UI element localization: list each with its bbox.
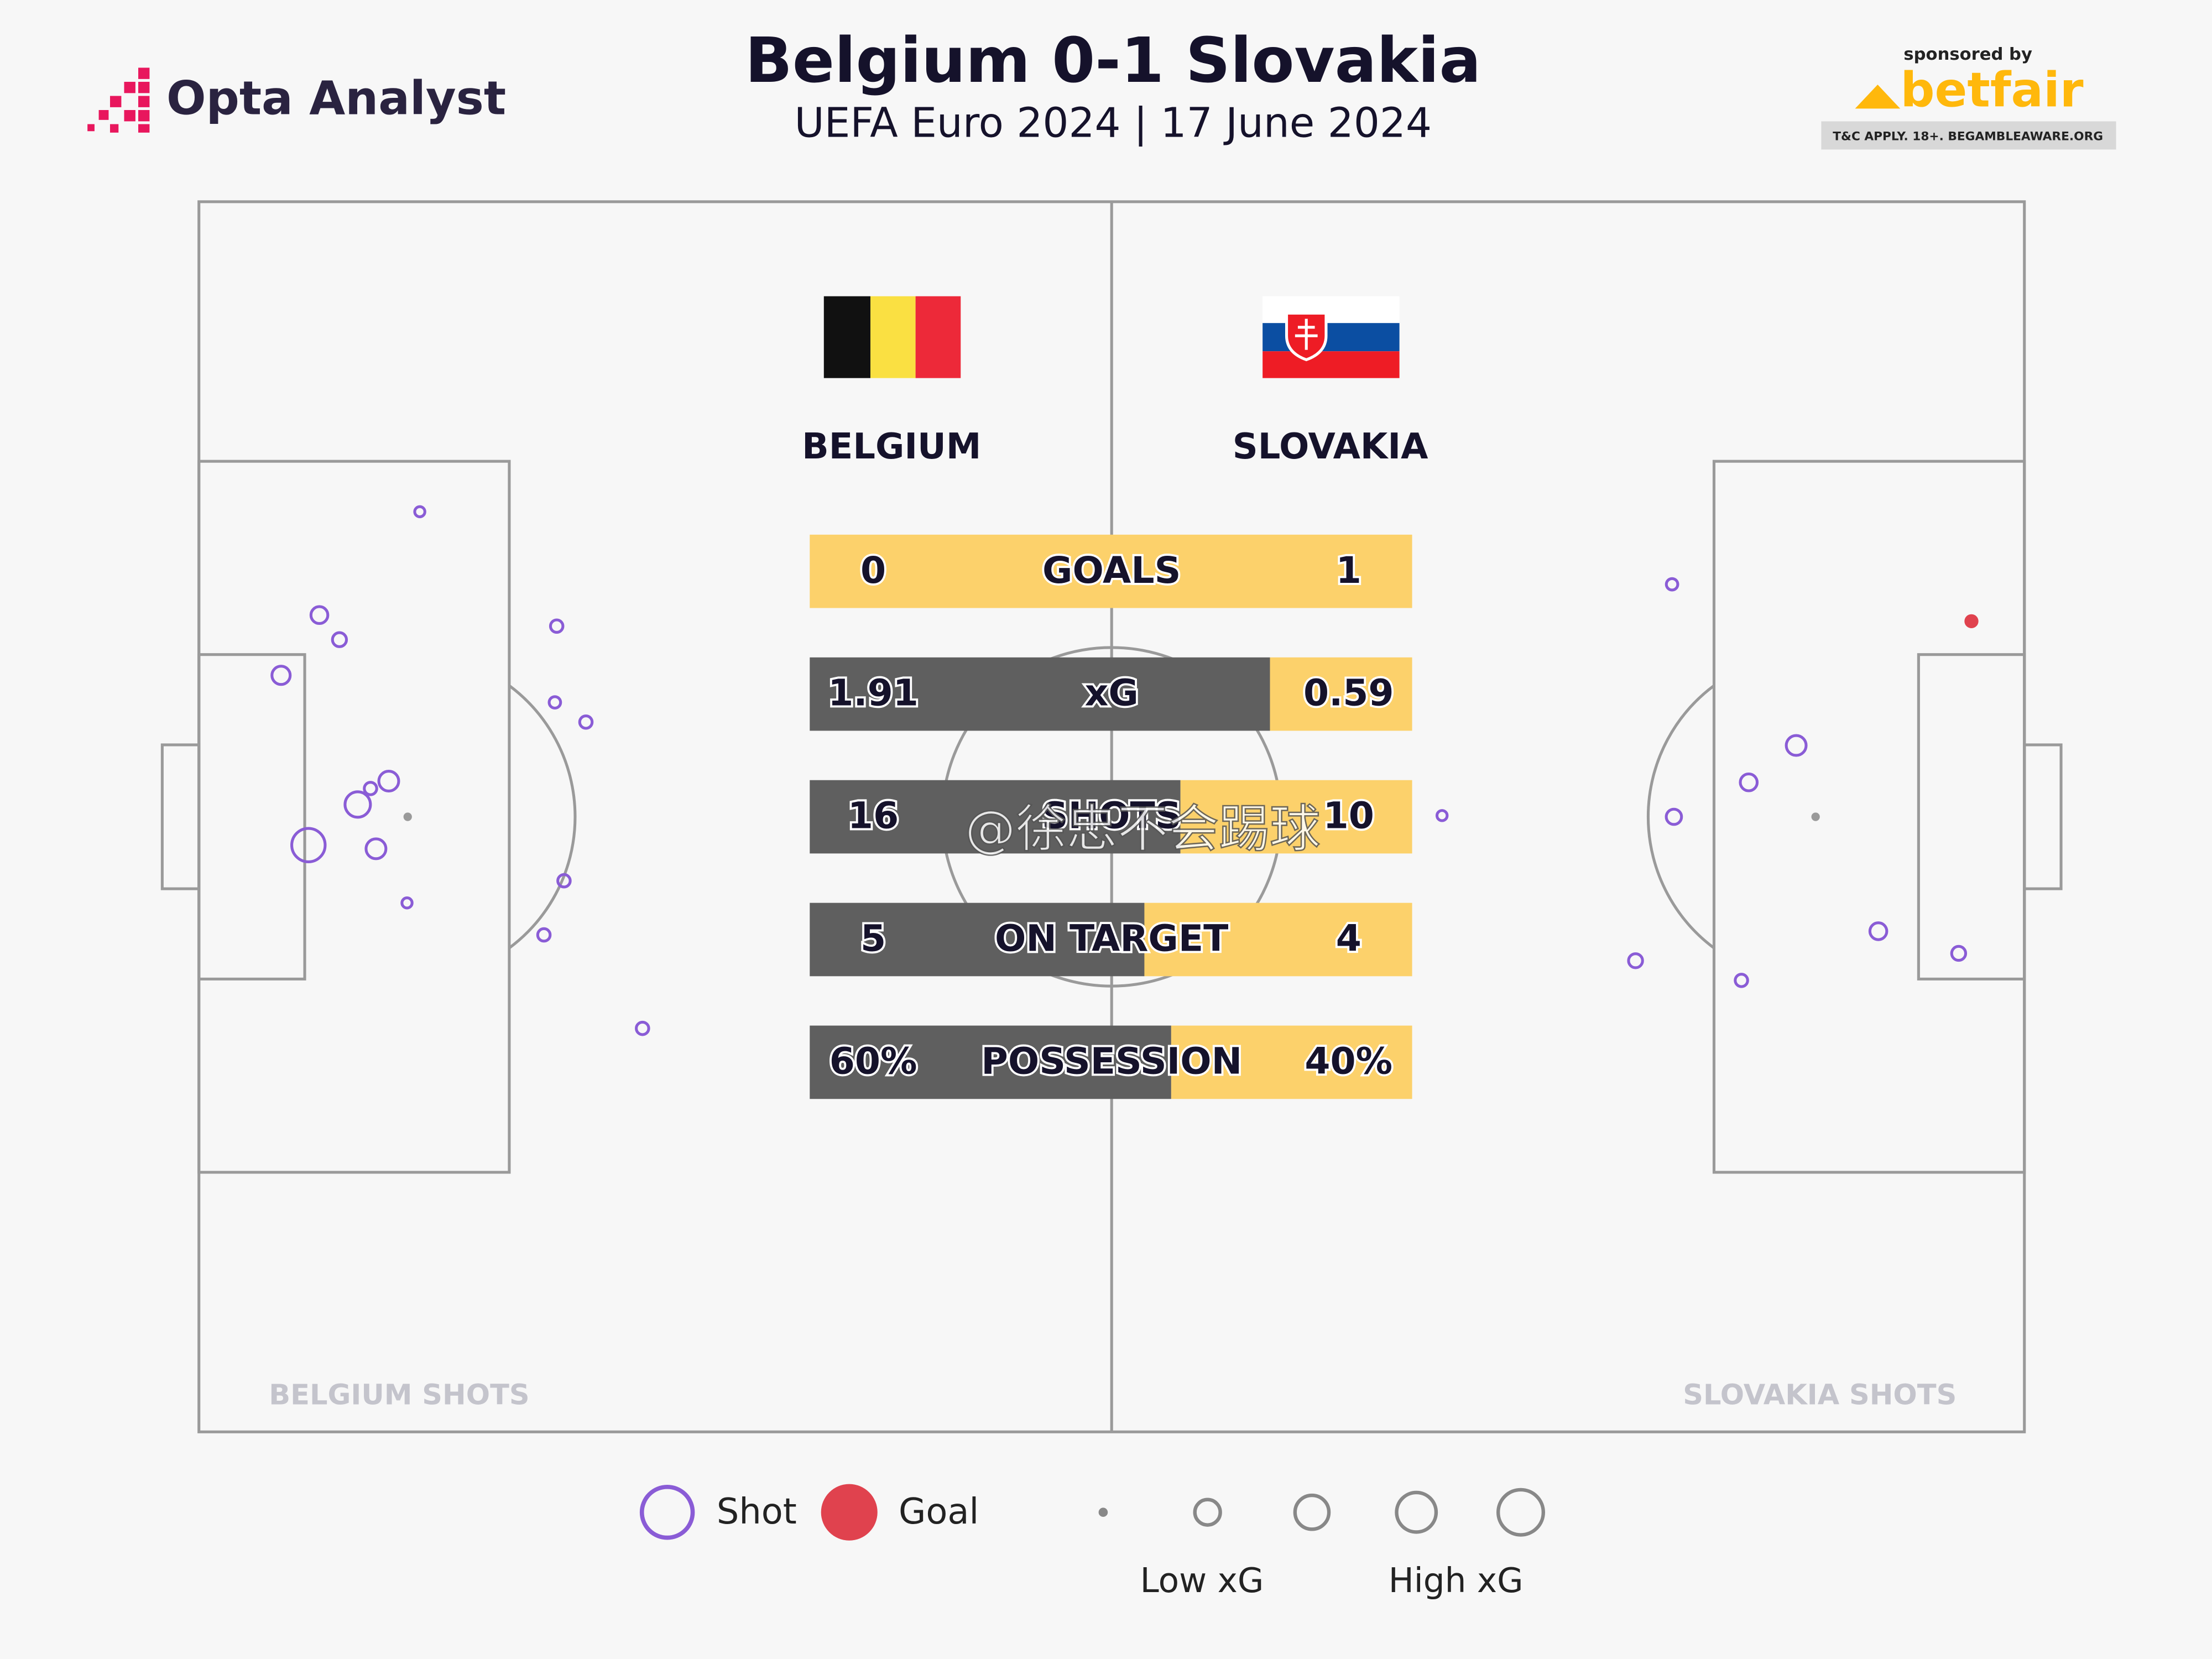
stat-value: 0.59 <box>1303 671 1394 714</box>
shot <box>400 896 414 910</box>
stat-bar-away <box>1180 780 1412 854</box>
shot <box>556 873 572 889</box>
shot <box>1627 952 1644 969</box>
brand: Opta Analyst <box>166 71 506 126</box>
shot <box>1785 734 1808 757</box>
stat-bar-away <box>810 534 1412 608</box>
stat-label: SHOTS <box>1042 794 1182 837</box>
pitch <box>160 200 2063 1433</box>
subtitle: UEFA Euro 2024 | 17 June 2024 <box>794 100 1432 147</box>
shot <box>1734 973 1749 988</box>
stat-bar-away <box>1270 657 1412 731</box>
belgium-flag <box>823 296 961 378</box>
stat-value: 10 <box>1323 794 1374 837</box>
legend: Shot Goal Low xG High xG <box>639 1484 1546 1600</box>
shot <box>364 837 388 860</box>
shots-label: SLOVAKIA SHOTS <box>1683 1379 1957 1412</box>
shot <box>1739 772 1759 792</box>
shot <box>547 695 562 710</box>
legend-label: Shot <box>717 1491 797 1532</box>
stat-bar-home <box>810 780 1181 854</box>
shot-map: BELGIUM SHOTS SLOVAKIA SHOTS <box>269 505 1979 1412</box>
stat-bar-away <box>1171 1025 1412 1099</box>
stat-value: 0 <box>860 549 886 592</box>
betfair-arrow <box>1855 85 1901 109</box>
shot <box>1435 809 1449 822</box>
stats-table: 0 GOALS 1 1.91 xG 0.59 16 SHOTS 10 5 ON TARGET 4 60%… <box>810 534 1412 1099</box>
shot <box>1665 807 1683 826</box>
legend-goal-marker <box>821 1484 878 1541</box>
stat-value: 60% <box>830 1040 917 1083</box>
stat-value: 40% <box>1305 1040 1392 1083</box>
stat-value: 16 <box>848 794 899 837</box>
legend-label: Low xG <box>1140 1561 1264 1600</box>
shot <box>343 790 372 819</box>
sponsor-terms: T&C APPLY. 18+. BEGAMBLEAWARE.ORG <box>1833 129 2103 143</box>
stat-value: 1.91 <box>828 671 919 714</box>
shot <box>270 665 292 686</box>
shot <box>309 605 330 625</box>
shot <box>331 631 348 648</box>
stat-bar-home <box>810 1025 1171 1099</box>
shot <box>578 714 594 730</box>
terms-box <box>1821 121 2116 150</box>
shot <box>290 827 327 863</box>
sponsor-label: sponsored by <box>1903 45 2032 64</box>
shot <box>536 927 552 943</box>
team-name: SLOVAKIA <box>1233 426 1428 467</box>
shot <box>377 770 400 793</box>
shots-label: BELGIUM SHOTS <box>269 1379 529 1412</box>
sponsor-name: betfair <box>1900 62 2083 118</box>
stat-label: xG <box>1085 671 1139 714</box>
shot <box>1950 945 1968 962</box>
watermark: @徐忠不会踢球 <box>965 799 1321 858</box>
stat-bar-home <box>810 902 1145 977</box>
stat-value: 4 <box>1336 917 1361 960</box>
legend-label: Goal <box>899 1491 979 1532</box>
shot <box>413 505 426 519</box>
stat-bar-home <box>810 657 1270 731</box>
legend-label: High xG <box>1389 1561 1524 1600</box>
shot <box>1665 577 1679 592</box>
shot <box>363 781 378 796</box>
stat-label: POSSESSION <box>981 1040 1242 1083</box>
stat-value: 5 <box>860 917 886 960</box>
team-name: BELGIUM <box>802 426 981 467</box>
slovakia-flag <box>1262 296 1400 378</box>
shot <box>635 1020 650 1036</box>
stat-value: 1 <box>1336 549 1361 592</box>
title: Belgium 0-1 Slovakia <box>745 25 1481 97</box>
stat-bar-away <box>1144 902 1412 977</box>
stat-label: ON TARGET <box>995 917 1228 960</box>
legend-shot-marker <box>639 1484 695 1540</box>
legend-size-scale <box>1098 1488 1546 1537</box>
stat-label: GOALS <box>1042 549 1181 592</box>
shot <box>1868 921 1888 941</box>
opta-logo <box>87 67 150 133</box>
goal <box>1964 614 1979 628</box>
shot <box>549 618 565 634</box>
